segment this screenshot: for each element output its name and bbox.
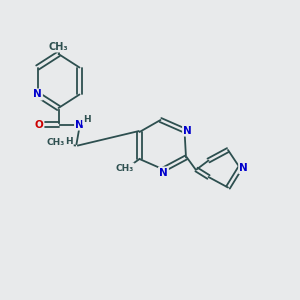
- Text: N: N: [75, 119, 84, 130]
- Text: N: N: [183, 125, 192, 136]
- Text: CH₃: CH₃: [116, 164, 134, 172]
- Text: H: H: [65, 136, 73, 146]
- Text: O: O: [34, 119, 43, 130]
- Text: CH₃: CH₃: [49, 41, 68, 52]
- Text: N: N: [159, 167, 168, 178]
- Text: N: N: [33, 89, 42, 100]
- Text: CH₃: CH₃: [46, 138, 64, 147]
- Text: N: N: [239, 163, 248, 173]
- Text: H: H: [83, 116, 91, 124]
